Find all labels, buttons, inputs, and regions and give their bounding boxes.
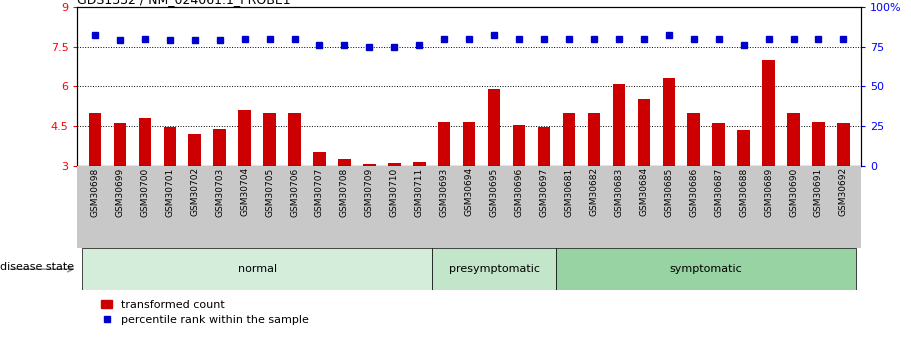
Text: presymptomatic: presymptomatic [448,264,539,274]
Bar [114,123,126,245]
Bar [737,130,750,245]
Bar [813,122,824,245]
Bar [787,113,800,245]
Text: GSM30688: GSM30688 [739,167,748,217]
Text: GSM30699: GSM30699 [116,167,125,217]
Bar [712,123,725,245]
Text: GSM30684: GSM30684 [640,167,649,216]
Bar [313,152,326,245]
Bar [363,164,375,245]
Text: GSM30702: GSM30702 [190,167,200,216]
Text: GSM30685: GSM30685 [664,167,673,217]
Text: GSM30681: GSM30681 [565,167,573,217]
Bar [537,127,550,245]
Bar [763,60,775,245]
Text: GSM30689: GSM30689 [764,167,773,217]
Text: GSM30693: GSM30693 [440,167,449,217]
Bar [588,113,600,245]
Bar [88,113,101,245]
Text: GSM30686: GSM30686 [690,167,698,217]
Bar [288,113,301,245]
Bar [263,113,276,245]
Bar [338,159,351,245]
Bar [688,113,700,245]
Text: GSM30683: GSM30683 [614,167,623,217]
Bar [563,113,575,245]
Text: GDS1332 / NM_024061.1_PROBE1: GDS1332 / NM_024061.1_PROBE1 [77,0,291,6]
Text: GSM30698: GSM30698 [90,167,99,217]
Bar [432,248,557,290]
Bar [438,122,450,245]
Bar [513,125,526,245]
Bar [138,118,151,245]
Text: GSM30711: GSM30711 [415,167,424,217]
Text: GSM30707: GSM30707 [315,167,324,217]
Text: GSM30690: GSM30690 [789,167,798,217]
Text: GSM30691: GSM30691 [814,167,823,217]
Bar [163,127,176,245]
Bar [189,134,201,245]
Text: GSM30682: GSM30682 [589,167,599,216]
Bar [388,163,401,245]
Text: GSM30705: GSM30705 [265,167,274,217]
Bar [239,110,251,245]
Text: GSM30709: GSM30709 [365,167,374,217]
Text: disease state: disease state [0,263,74,272]
Text: symptomatic: symptomatic [670,264,742,274]
Bar [488,89,500,245]
Text: normal: normal [238,264,277,274]
Bar [557,248,856,290]
Text: GSM30701: GSM30701 [165,167,174,217]
Text: GSM30692: GSM30692 [839,167,848,216]
Text: GSM30703: GSM30703 [215,167,224,217]
Text: GSM30694: GSM30694 [465,167,474,216]
Bar [662,78,675,245]
Bar [413,161,425,245]
Text: GSM30695: GSM30695 [489,167,498,217]
Text: GSM30697: GSM30697 [539,167,548,217]
Text: GSM30704: GSM30704 [241,167,249,216]
Text: GSM30696: GSM30696 [515,167,524,217]
Legend: transformed count, percentile rank within the sample: transformed count, percentile rank withi… [97,295,313,330]
Bar [463,122,476,245]
Text: GSM30700: GSM30700 [140,167,149,217]
Bar [82,248,432,290]
Bar [213,129,226,245]
Text: GSM30687: GSM30687 [714,167,723,217]
Text: GSM30708: GSM30708 [340,167,349,217]
Text: GSM30710: GSM30710 [390,167,399,217]
Bar [638,99,650,245]
Text: GSM30706: GSM30706 [290,167,299,217]
Bar [612,83,625,245]
Bar [837,123,850,245]
